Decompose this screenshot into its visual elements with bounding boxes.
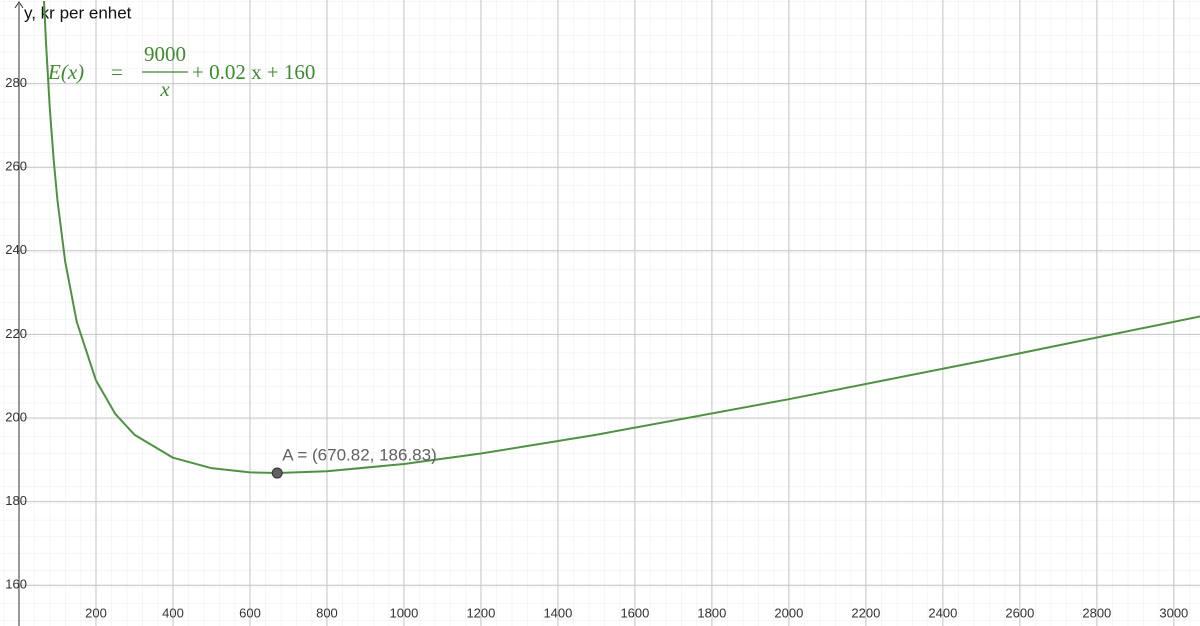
point-label: A = (670.82, 186.83) [282, 446, 437, 465]
function-label: E(x) = 9000 x + 0.02 x + 160 [47, 42, 315, 101]
x-tick-label: 3000 [1159, 605, 1188, 620]
formula-rest: + 0.02 x + 160 [192, 60, 315, 84]
x-tick-label: 2200 [851, 605, 880, 620]
y-axis-arrow [14, 1, 24, 9]
x-tick-label: 400 [162, 605, 184, 620]
x-tick-label: 2000 [774, 605, 803, 620]
formula-denominator: x [159, 77, 170, 101]
y-tick-label: 260 [5, 159, 27, 174]
y-tick-label: 160 [5, 577, 27, 592]
x-tick-label: 2800 [1082, 605, 1111, 620]
x-tick-label: 2400 [928, 605, 957, 620]
x-tick-label: 1800 [697, 605, 726, 620]
x-tick-label: 200 [85, 605, 107, 620]
y-tick-label: 280 [5, 75, 27, 90]
y-tick-label: 200 [5, 409, 27, 424]
x-tick-label: 1600 [620, 605, 649, 620]
function-curve [43, 0, 1200, 475]
y-tick-label: 180 [5, 493, 27, 508]
x-tick-label: 600 [239, 605, 261, 620]
y-tick-label: 220 [5, 326, 27, 341]
x-tick-label: 2600 [1005, 605, 1034, 620]
x-tick-label: 1400 [543, 605, 572, 620]
point [271, 467, 283, 479]
x-tick-label: 800 [316, 605, 338, 620]
formula-eq: = [111, 60, 123, 84]
x-tick-label: 1200 [466, 605, 495, 620]
y-tick-label: 240 [5, 242, 27, 257]
x-tick-label: 1000 [389, 605, 418, 620]
y-axis-label: y, kr per enhet [24, 3, 132, 22]
formula-numerator: 9000 [144, 42, 186, 66]
formula-lhs: E(x) [47, 60, 84, 84]
